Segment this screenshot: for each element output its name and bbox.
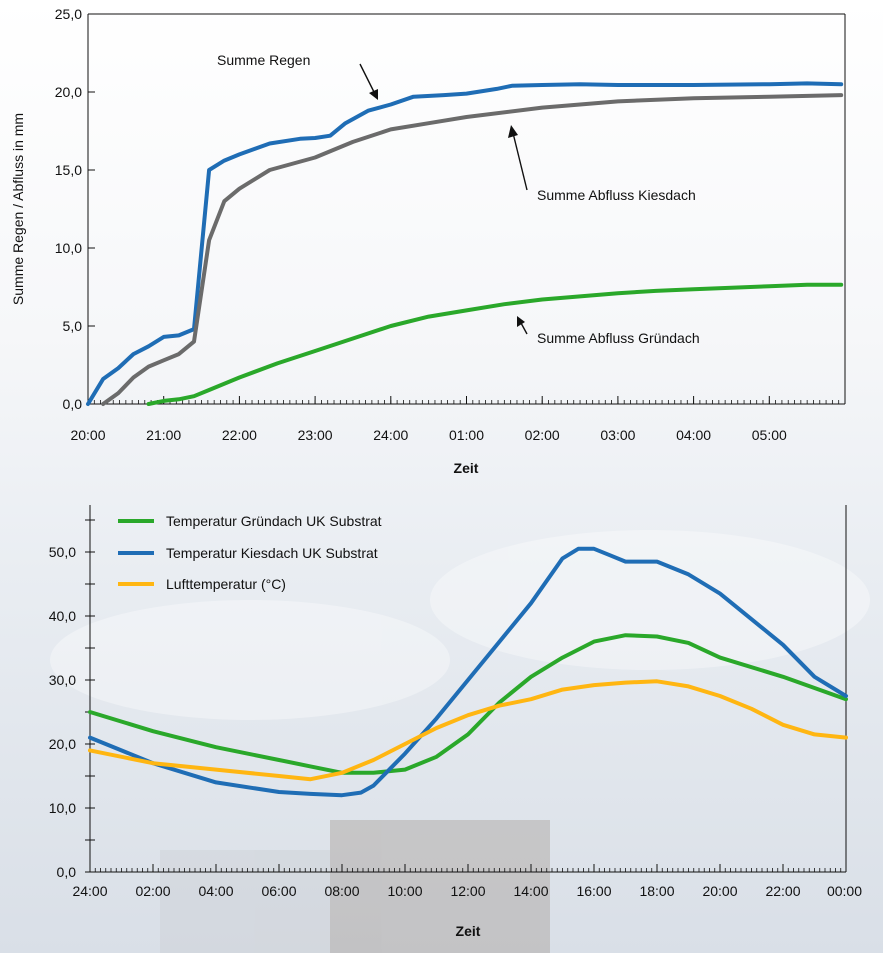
annotation-abfluss-gruendach: Summe Abfluss Gründach (537, 330, 700, 346)
chart1-y-tick-label: 0,0 (63, 396, 83, 412)
chart1-y-tick-label: 20,0 (55, 84, 82, 100)
annotation-abfluss-kiesdach: Summe Abfluss Kiesdach (537, 187, 696, 203)
series-line-temperatur-kiesdach-uk-substrat (88, 546, 848, 798)
chart2-x-tick-label: 04:00 (198, 883, 233, 899)
chart1-x-tick-label: 24:00 (373, 427, 408, 443)
chart1-y-tick-label: 10,0 (55, 240, 82, 256)
chart2-x-tick-label: 16:00 (576, 883, 611, 899)
annotation-arrowhead-regen (369, 89, 378, 100)
chart2-x-tick-label: 22:00 (765, 883, 800, 899)
chart2-x-tick-label: 14:00 (513, 883, 548, 899)
chart-rain-runoff: 0,0 5,0 10,0 15,0 20,0 25,0 20:00 21:00 22:00 23… (10, 6, 846, 476)
chart1-x-axis-label: Zeit (454, 460, 479, 476)
chart2-x-tick-label: 06:00 (261, 883, 296, 899)
chart1-x-tick-label: 22:00 (222, 427, 257, 443)
background-scenery (50, 530, 870, 953)
chart2-legend: Temperatur Gründach UK Substrat Temperat… (118, 513, 382, 592)
annotation-arrowhead-kiesdach (508, 125, 518, 138)
chart2-y-tick-label: 30,0 (49, 672, 76, 688)
chart1-x-tick-label: 21:00 (146, 427, 181, 443)
chart1-x-tick-label: 01:00 (449, 427, 484, 443)
chart2-x-tick-label: 00:00 (827, 883, 862, 899)
annotation-arrow-kiesdach (512, 132, 528, 191)
legend-label-gruendach: Temperatur Gründach UK Substrat (166, 513, 382, 529)
chart2-y-tick-label: 40,0 (49, 608, 76, 624)
chart2-x-axis-label: Zeit (456, 923, 481, 939)
chart-temperatures: 0,0 10,0 20,0 30,0 40,0 50,0 24:00 02:00 04:00 0… (49, 505, 862, 939)
chart1-y-tick-label: 25,0 (55, 6, 82, 22)
chart1-y-tick-label: 15,0 (55, 162, 82, 178)
chart2-y-tick-label: 50,0 (49, 544, 76, 560)
chart2-x-tick-label: 10:00 (387, 883, 422, 899)
chart1-x-tick-label: 23:00 (298, 427, 333, 443)
chart2-x-tick-label: 20:00 (702, 883, 737, 899)
chart2-x-tick-label: 08:00 (324, 883, 359, 899)
chart1-x-tick-label: 05:00 (752, 427, 787, 443)
chart2-y-tick-label: 20,0 (49, 736, 76, 752)
legend-label-lufttemperatur: Lufttemperatur (°C) (166, 576, 286, 592)
series-line-lufttemperatur-c (88, 679, 848, 782)
chart1-y-axis-label: Summe Regen / Abfluss in mm (10, 113, 26, 305)
annotation-arrowhead-gruendach (517, 316, 525, 327)
legend-label-kiesdach: Temperatur Kiesdach UK Substrat (166, 545, 378, 561)
annotation-arrow-gruendach (520, 322, 528, 335)
annotation-summe-regen: Summe Regen (217, 52, 310, 68)
chart1-x-tick-label: 20:00 (70, 427, 105, 443)
chart1-y-tick-label: 5,0 (63, 318, 83, 334)
chart2-x-tick-label: 02:00 (135, 883, 170, 899)
annotation-arrow-regen (359, 63, 376, 95)
chart1-x-tick-label: 02:00 (525, 427, 560, 443)
chart1-x-tick-label: 03:00 (600, 427, 635, 443)
chart2-x-tick-label: 18:00 (639, 883, 674, 899)
series-line-temperatur-grundach-uk-substrat (88, 633, 848, 775)
series-line-summe-abfluss-kiesdach (101, 93, 844, 406)
chart2-x-tick-label: 24:00 (72, 883, 107, 899)
series-line-summe-abfluss-grundach (146, 282, 844, 406)
chart1-x-tick-label: 04:00 (676, 427, 711, 443)
chart2-y-tick-label: 0,0 (57, 864, 77, 880)
chart2-y-tick-label: 10,0 (49, 800, 76, 816)
series-line-summe-regen (86, 81, 844, 406)
chart2-x-tick-label: 12:00 (450, 883, 485, 899)
